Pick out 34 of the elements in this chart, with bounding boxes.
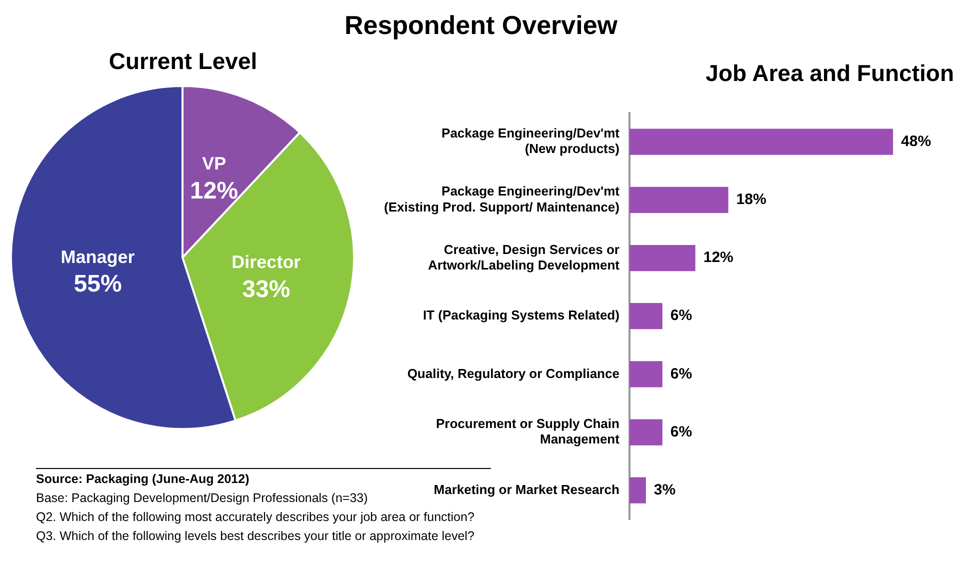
text: Respondent Overview xyxy=(343,10,619,41)
bar xyxy=(629,186,728,213)
data-label: 6% xyxy=(670,365,692,382)
data-label: 6% xyxy=(670,307,692,324)
data-label: 33% xyxy=(242,276,290,303)
bar xyxy=(629,419,662,446)
slice-label: Manager xyxy=(60,246,135,267)
slice-label: Director xyxy=(232,252,301,272)
source-note: Source: Packaging (June-Aug 2012) xyxy=(36,472,250,486)
chart-title: Job Area and Function xyxy=(704,60,954,87)
data-label: 3% xyxy=(654,482,676,498)
bar xyxy=(629,244,696,272)
y-tick-label: Package Engineering/Dev'mt (New products) xyxy=(442,126,620,156)
text: Base: Packaging Development/Design Professionals (n=33) xyxy=(36,491,368,505)
bar xyxy=(629,477,646,504)
data-label: 18% xyxy=(736,191,766,208)
y-tick-label: Package Engineering/Dev'mt (Existing Prod. Support/ Maintenance) xyxy=(384,184,620,214)
y-tick-label: Marketing or Market Research xyxy=(434,482,620,497)
data-label: 12% xyxy=(703,249,734,266)
data-label: 48% xyxy=(901,132,932,150)
bar xyxy=(629,303,662,330)
y-tick-label: Procurement or Supply Chain Management xyxy=(436,416,620,447)
data-label: 55% xyxy=(74,270,122,298)
text: Q2. Which of the following most accurately describes your job area or function? xyxy=(36,509,476,526)
text: Q3. Which of the following levels best describes your title or approximate level? xyxy=(36,528,476,545)
bar xyxy=(629,128,894,155)
data-label: 12% xyxy=(190,177,238,204)
y-tick-label: IT (Packaging Systems Related) xyxy=(422,308,620,323)
data-label: 6% xyxy=(670,423,692,440)
chart-subtitle: Current Level xyxy=(108,48,258,75)
slice-label: VP xyxy=(202,154,226,174)
y-tick-label: Quality, Regulatory or Compliance xyxy=(407,366,620,381)
y-tick-label: Creative, Design Services or Artwork/Labeling Development xyxy=(428,242,620,272)
bar xyxy=(629,361,662,388)
